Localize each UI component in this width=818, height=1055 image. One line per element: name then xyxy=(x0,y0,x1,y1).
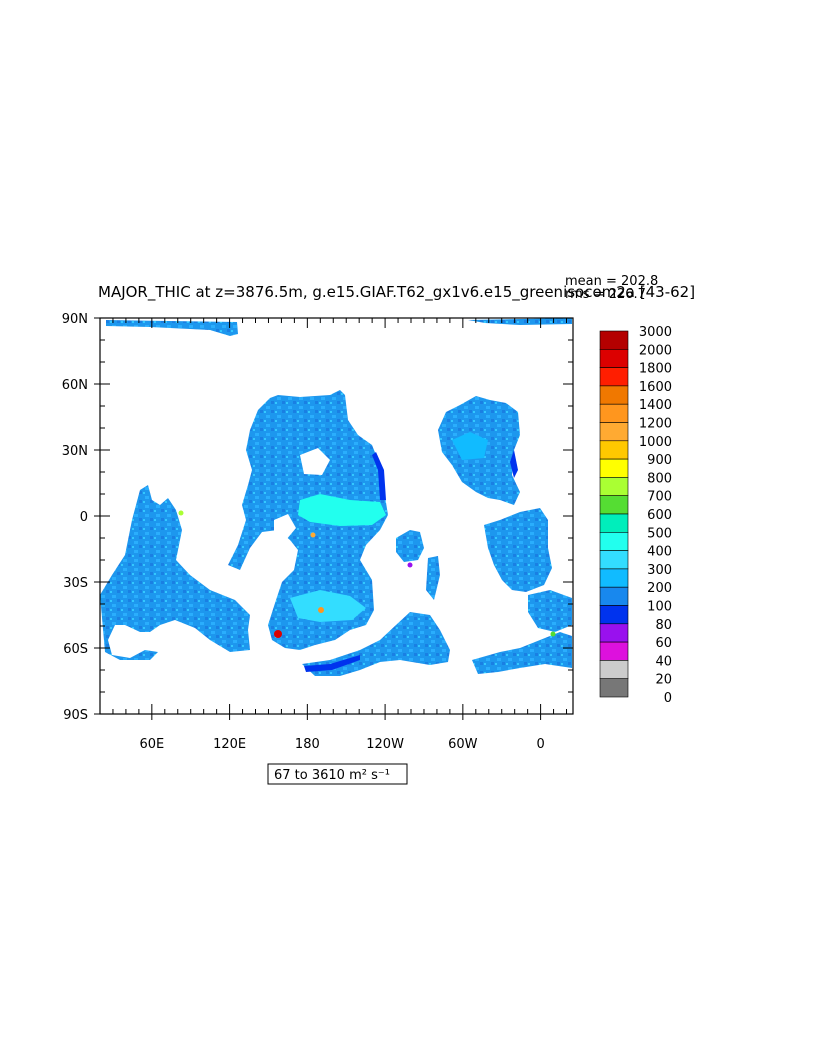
arctic-strip-west xyxy=(106,320,238,336)
colorbar-swatch xyxy=(599,330,629,350)
rms-label: rms = 226.7 xyxy=(565,287,646,302)
colorbar-swatch xyxy=(599,440,629,460)
hotspot-2 xyxy=(318,607,324,613)
colorbar-swatch xyxy=(599,550,629,570)
colorbar-label: 80 xyxy=(655,618,672,633)
colorbar-label: 40 xyxy=(655,654,672,669)
colorbar-swatch xyxy=(599,513,629,533)
arctic-strip-east xyxy=(468,318,572,325)
colorbar-label: 300 xyxy=(647,563,672,578)
map-field xyxy=(100,318,572,676)
band-equatorial-pacific xyxy=(298,494,386,526)
edge-atlantic-north xyxy=(510,450,518,478)
colorbar-label: 100 xyxy=(647,600,672,615)
colorbar-label: 800 xyxy=(647,471,672,486)
land-north-pacific-gap xyxy=(300,448,330,475)
colorbar-label: 700 xyxy=(647,490,672,505)
hotspot-1 xyxy=(274,630,282,638)
colorbar-label: 1000 xyxy=(639,435,672,450)
band-southern-pacific xyxy=(290,590,366,622)
axis-ticks xyxy=(94,317,573,720)
colorbar: 3000200018001600140012001000900800700600… xyxy=(599,325,672,706)
edge-pacific-east xyxy=(372,452,386,500)
x-tick-label: 60E xyxy=(139,737,164,752)
y-tick-label: 30N xyxy=(62,444,88,459)
y-axis-labels: 90N 60N 30N 0 30S 60S 90S xyxy=(62,312,88,723)
colorbar-label: 60 xyxy=(655,636,672,651)
colorbar-label: 500 xyxy=(647,526,672,541)
colorbar-label: 2000 xyxy=(639,343,672,358)
region-southern-east xyxy=(472,632,572,674)
colorbar-label: 900 xyxy=(647,453,672,468)
colorbar-swatch xyxy=(599,458,629,478)
colorbar-swatch xyxy=(599,495,629,515)
colorbar-swatch xyxy=(599,660,629,680)
hotspot-5 xyxy=(550,631,556,637)
x-tick-label: 0 xyxy=(536,737,544,752)
colorbar-swatch xyxy=(599,348,629,368)
y-tick-label: 90S xyxy=(63,708,88,723)
y-tick-label: 30S xyxy=(63,576,88,591)
x-tick-label: 60W xyxy=(448,737,478,752)
region-gulf xyxy=(426,556,440,600)
colorbar-label: 200 xyxy=(647,581,672,596)
colorbar-label: 1600 xyxy=(639,380,672,395)
colorbar-label: 600 xyxy=(647,508,672,523)
y-tick-label: 90N xyxy=(62,312,88,327)
region-indian-ocean xyxy=(100,485,250,660)
colorbar-label: 20 xyxy=(655,673,672,688)
colorbar-swatch xyxy=(599,403,629,423)
colorbar-swatch xyxy=(599,586,629,606)
y-tick-label: 60S xyxy=(63,642,88,657)
colorbar-label: 0 xyxy=(664,691,672,706)
colorbar-label: 400 xyxy=(647,545,672,560)
colorbar-swatch xyxy=(599,623,629,643)
colorbar-label: 1400 xyxy=(639,398,672,413)
colorbar-swatch xyxy=(599,477,629,496)
colorbar-swatch xyxy=(599,678,629,698)
x-axis-labels: 60E 120E 180 120W 60W 0 xyxy=(139,737,544,752)
y-tick-label: 0 xyxy=(80,510,88,525)
colorbar-swatch xyxy=(599,641,629,661)
colorbar-swatch xyxy=(599,367,629,387)
region-east-strip xyxy=(528,590,572,632)
colorbar-swatch xyxy=(599,422,629,442)
hotspot-3 xyxy=(310,532,316,538)
band-atlantic-north xyxy=(452,432,488,460)
region-caribbean xyxy=(396,530,424,562)
hotspot-4 xyxy=(178,510,184,516)
land-pacific-gap xyxy=(274,514,296,540)
colorbar-swatch xyxy=(599,605,629,625)
range-label-box xyxy=(267,763,408,785)
region-atlantic-south xyxy=(484,508,552,592)
colorbar-swatch xyxy=(599,385,629,405)
edge-southern-ocean xyxy=(304,655,360,672)
y-tick-label: 60N xyxy=(62,378,88,393)
colorbar-label: 1200 xyxy=(639,417,672,432)
region-southern-ocean xyxy=(302,612,450,676)
chart-title: MAJOR_THIC at z=3876.5m, g.e15.GIAF.T62_… xyxy=(98,283,695,302)
colorbar-label: 1800 xyxy=(639,362,672,377)
x-tick-label: 120E xyxy=(213,737,246,752)
mean-label: mean = 202.8 xyxy=(565,274,658,289)
range-label: 67 to 3610 m² s⁻¹ xyxy=(274,768,390,783)
colorbar-swatch xyxy=(599,531,629,551)
hotspot-purple xyxy=(407,562,413,568)
x-tick-label: 180 xyxy=(295,737,320,752)
x-tick-label: 120W xyxy=(366,737,404,752)
colorbar-label: 3000 xyxy=(639,325,672,340)
colorbar-swatch xyxy=(599,568,629,588)
